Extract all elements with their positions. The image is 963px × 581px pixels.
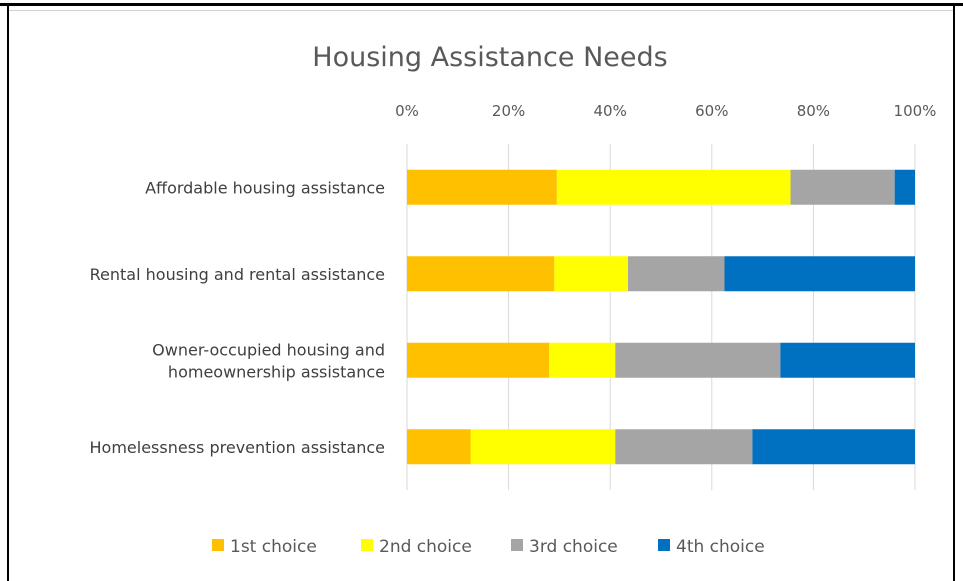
legend-swatch <box>212 539 224 551</box>
frame-border-top <box>0 3 963 6</box>
chart-area-top-edge <box>9 10 953 11</box>
x-tick-label: 40% <box>594 102 627 120</box>
x-tick-label: 80% <box>797 102 830 120</box>
x-tick-label: 20% <box>492 102 525 120</box>
x-axis-ticks: 0% 20% 40% 60% 80% 100% <box>395 102 936 120</box>
bar-segment <box>554 256 628 292</box>
category-labels: Affordable housing assistance Rental hous… <box>90 178 385 457</box>
x-tick-label: 100% <box>894 102 937 120</box>
bar-segment <box>556 169 791 205</box>
bar-segment <box>780 342 915 378</box>
legend-label: 2nd choice <box>379 537 472 557</box>
bar-segment <box>407 256 555 292</box>
bar-segment <box>615 342 781 378</box>
bar-segment <box>407 429 471 465</box>
frame-border-left <box>7 6 9 581</box>
legend-swatch <box>511 539 523 551</box>
bar-segment <box>470 429 616 465</box>
category-label: Affordable housing assistance <box>145 178 385 197</box>
bar-segment <box>752 429 915 465</box>
bar-segment <box>724 256 915 292</box>
legend-label: 1st choice <box>230 537 317 557</box>
frame-border-right <box>953 6 955 581</box>
category-label: Rental housing and rental assistance <box>90 265 385 284</box>
bar-segment <box>790 169 895 205</box>
legend-label: 4th choice <box>676 537 765 557</box>
legend-swatch <box>361 539 373 551</box>
x-tick-label: 60% <box>695 102 728 120</box>
bar-segment <box>627 256 725 292</box>
legend: 1st choice 2nd choice 3rd choice 4th choice <box>212 537 765 557</box>
bar-segment <box>549 342 616 378</box>
legend-label: 3rd choice <box>529 537 618 557</box>
bars <box>407 169 915 465</box>
bar-segment <box>615 429 753 465</box>
legend-swatch <box>658 539 670 551</box>
x-tick-label: 0% <box>395 102 419 120</box>
category-label: Owner-occupied housing and <box>152 340 385 359</box>
bar-segment <box>407 342 550 378</box>
category-label: homeownership assistance <box>168 362 385 381</box>
category-label: Homelessness prevention assistance <box>90 438 385 457</box>
bar-segment <box>894 169 915 205</box>
chart-title: Housing Assistance Needs <box>312 42 667 73</box>
bar-segment <box>407 169 557 205</box>
